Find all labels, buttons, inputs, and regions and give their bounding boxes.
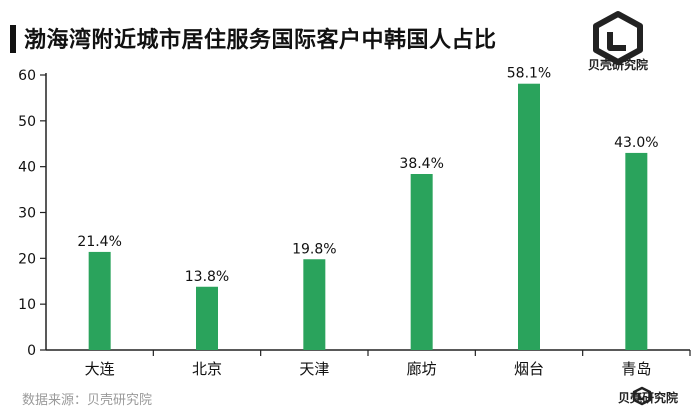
bar <box>410 174 433 350</box>
beike-logo-icon <box>593 11 643 65</box>
data-label: 43.0% <box>614 135 658 151</box>
data-label: 21.4% <box>77 234 121 250</box>
x-tick-label: 北京 <box>192 360 222 378</box>
data-label: 58.1% <box>507 66 551 82</box>
y-tick-label: 60 <box>18 68 36 84</box>
y-tick-label: 50 <box>18 114 36 130</box>
x-tick-label: 青岛 <box>621 360 651 378</box>
y-tick-label: 40 <box>18 160 36 176</box>
title-accent-bar <box>10 25 16 53</box>
data-label: 19.8% <box>292 241 336 257</box>
x-tick-label: 天津 <box>299 360 329 378</box>
y-tick-label: 10 <box>18 297 36 313</box>
x-tick-label: 廊坊 <box>407 360 437 378</box>
data-source: 数据来源：贝壳研究院 <box>22 393 153 408</box>
data-label: 13.8% <box>185 269 229 285</box>
footer-brand-label: 贝壳研究院 <box>618 391 679 405</box>
bar <box>518 83 540 350</box>
brand-label: 贝壳研究院 <box>587 58 648 72</box>
y-tick-label: 0 <box>27 343 36 359</box>
bar <box>88 251 111 350</box>
footer-logo-icon <box>632 386 652 406</box>
x-tick-label: 烟台 <box>514 360 544 378</box>
data-label: 38.4% <box>399 156 443 172</box>
bar <box>196 286 218 350</box>
bar <box>303 259 326 350</box>
y-tick-label: 20 <box>18 251 36 267</box>
x-tick-label: 大连 <box>85 360 115 378</box>
y-tick-label: 30 <box>18 206 36 222</box>
bar <box>625 152 648 350</box>
chart-title: 渤海湾附近城市居住服务国际客户中韩国人占比 <box>24 28 497 53</box>
